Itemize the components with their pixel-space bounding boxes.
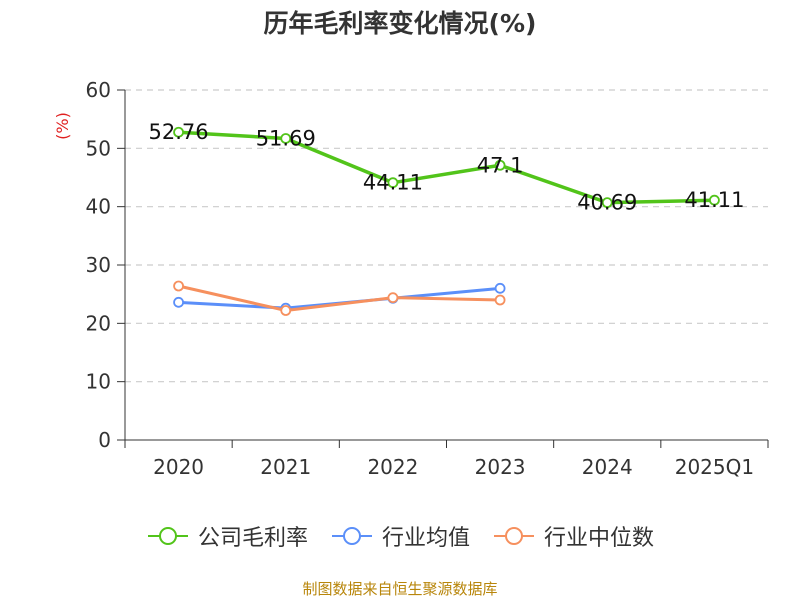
legend-label-average: 行业均值 <box>381 526 470 551</box>
y-tick-label: 60 <box>86 78 111 102</box>
data-point <box>173 280 184 292</box>
data-point <box>709 194 720 206</box>
y-tick-label: 20 <box>86 311 111 335</box>
x-tick-label: 2024 <box>582 455 633 479</box>
x-tick-label: 2021 <box>260 455 311 479</box>
data-label: 41.11 <box>684 188 744 212</box>
y-tick-label: 30 <box>86 253 111 277</box>
data-source-note: 制图数据来自恒生聚源数据库 <box>302 580 498 598</box>
y-tick-label: 50 <box>86 136 111 160</box>
data-label: 52.76 <box>149 120 209 144</box>
data-point <box>387 177 399 189</box>
data-point <box>173 296 184 308</box>
y-tick-label: 0 <box>98 428 111 452</box>
data-point <box>173 126 184 138</box>
y-tick-label: 40 <box>86 195 111 219</box>
y-axis-label: (%) <box>53 112 72 140</box>
data-label: 44.11 <box>363 171 423 195</box>
data-point <box>387 292 399 304</box>
y-tick-label: 10 <box>86 370 111 394</box>
legend-marker-median-icon <box>494 527 534 545</box>
data-point <box>494 294 506 306</box>
legend-item-industry-median[interactable]: 行业中位数 <box>492 520 654 552</box>
data-point <box>280 133 292 144</box>
x-tick-label: 2025Q1 <box>675 455 754 479</box>
series-line-2 <box>178 284 501 312</box>
series-line-0 <box>178 130 715 205</box>
x-tick-label: 2023 <box>475 455 526 479</box>
data-point <box>494 282 506 294</box>
x-tick-label: 2020 <box>153 455 204 479</box>
legend: 公司毛利率 行业均值 行业中位数 <box>0 520 800 552</box>
legend-marker-company-icon <box>147 527 188 545</box>
data-point <box>280 305 292 316</box>
x-tick-label: 2022 <box>367 455 418 479</box>
chart-title: 历年毛利率变化情况(%) <box>263 9 537 38</box>
data-point <box>494 159 506 171</box>
legend-marker-average-icon <box>331 527 372 545</box>
legend-label-company: 公司毛利率 <box>197 526 308 551</box>
data-label: 51.69 <box>256 126 316 150</box>
legend-label-median: 行业中位数 <box>544 526 655 551</box>
data-point <box>601 197 613 209</box>
legend-item-company-margin[interactable]: 公司毛利率 <box>146 520 308 552</box>
data-label: 40.69 <box>577 191 637 215</box>
legend-item-industry-average[interactable]: 行业均值 <box>330 520 470 552</box>
data-label: 47.1 <box>477 153 524 177</box>
